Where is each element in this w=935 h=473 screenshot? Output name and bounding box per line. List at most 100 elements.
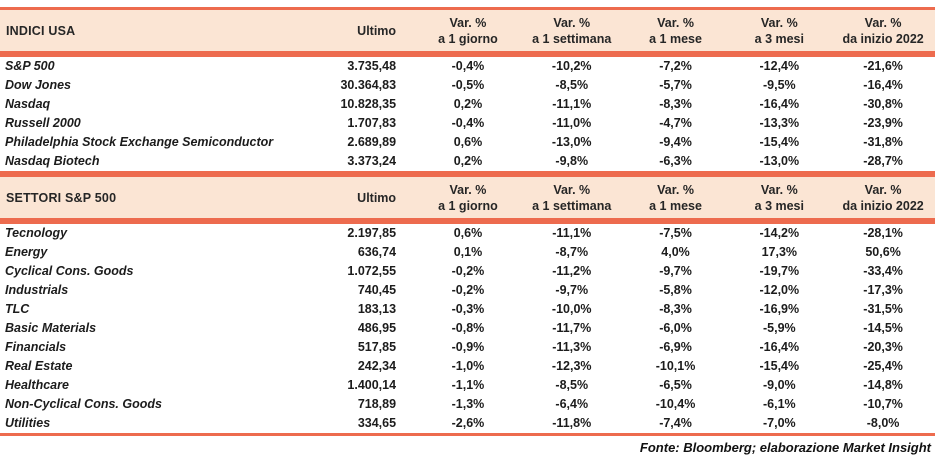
- var-label: Var. %: [449, 182, 487, 197]
- var-label: Var. %: [449, 15, 487, 30]
- row-var-1-mese: -7,2%: [659, 59, 692, 73]
- section-header-settori-sp500: SETTORI S&P 500 Ultimo Var. % a 1 giorno…: [0, 177, 935, 218]
- row-var-1-settimana: -8,5%: [555, 78, 589, 92]
- row-label: Cyclical Cons. Goods: [5, 264, 134, 278]
- table-row: Utilities 334,65 -2,6% -11,8% -7,4% -7,0…: [0, 414, 935, 433]
- row-var-1-mese: -5,7%: [659, 78, 692, 92]
- col-header-ultimo: Ultimo: [357, 23, 397, 38]
- row-var-1-settimana: -10,0%: [551, 302, 592, 316]
- row-label: Nasdaq: [5, 97, 51, 111]
- row-var-1-giorno: -0,4%: [451, 116, 485, 130]
- table-row: Real Estate 242,34 -1,0% -12,3% -10,1% -…: [0, 357, 935, 376]
- row-var-3-mesi: -9,5%: [762, 78, 796, 92]
- col-header-var-1-settimana: Var. % a 1 settimana: [520, 182, 624, 214]
- row-var-inizio-2022: -14,5%: [863, 321, 903, 335]
- table-row: Russell 2000 1.707,83 -0,4% -11,0% -4,7%…: [0, 114, 935, 133]
- row-ultimo-value: 10.828,35: [340, 97, 397, 111]
- row-var-inizio-2022: 50,6%: [865, 245, 901, 259]
- row-var-1-giorno: -1,0%: [451, 359, 485, 373]
- row-var-1-mese: -6,9%: [659, 340, 692, 354]
- row-ultimo-value: 2.197,85: [347, 226, 397, 240]
- row-ultimo-value: 636,74: [357, 245, 397, 259]
- row-var-inizio-2022: -21,6%: [863, 59, 903, 73]
- row-var-1-settimana: -11,8%: [552, 416, 592, 430]
- row-var-1-mese: -9,4%: [659, 135, 692, 149]
- var-period: a 3 mesi: [754, 198, 804, 213]
- row-var-1-mese: -7,5%: [659, 226, 692, 240]
- table-row: Non-Cyclical Cons. Goods 718,89 -1,3% -6…: [0, 395, 935, 414]
- row-var-1-mese: -8,3%: [659, 97, 692, 111]
- row-var-3-mesi: -6,1%: [762, 397, 796, 411]
- row-var-1-giorno: -2,6%: [451, 416, 485, 430]
- row-var-1-settimana: -11,1%: [552, 226, 592, 240]
- row-label: TLC: [5, 302, 30, 316]
- row-var-1-mese: -9,7%: [659, 264, 692, 278]
- row-var-1-mese: -10,1%: [655, 359, 696, 373]
- section-header-indici-usa: INDICI USA Ultimo Var. % a 1 giorno Var.…: [0, 10, 935, 51]
- row-var-inizio-2022: -10,7%: [863, 397, 903, 411]
- row-var-3-mesi: -15,4%: [759, 135, 800, 149]
- row-var-inizio-2022: -31,8%: [863, 135, 903, 149]
- row-var-3-mesi: -14,2%: [759, 226, 800, 240]
- row-ultimo-value: 242,34: [357, 359, 397, 373]
- row-label: Philadelphia Stock Exchange Semiconducto…: [5, 135, 274, 149]
- row-var-1-settimana: -13,0%: [551, 135, 592, 149]
- col-header-var-1-giorno: Var. % a 1 giorno: [416, 182, 520, 214]
- var-label: Var. %: [760, 182, 798, 197]
- var-period: a 1 giorno: [438, 198, 498, 213]
- table-row: Tecnology 2.197,85 0,6% -11,1% -7,5% -14…: [0, 224, 935, 243]
- var-period: a 1 settimana: [532, 31, 612, 46]
- row-var-3-mesi: -16,4%: [759, 97, 800, 111]
- row-ultimo-value: 183,13: [357, 302, 397, 316]
- row-var-inizio-2022: -28,1%: [863, 226, 903, 240]
- row-var-1-settimana: -10,2%: [551, 59, 592, 73]
- var-period: a 3 mesi: [754, 31, 804, 46]
- row-ultimo-value: 486,95: [357, 321, 397, 335]
- var-period: da inizio 2022: [842, 198, 924, 213]
- row-label: Industrials: [5, 283, 69, 297]
- col-header-var-1-mese: Var. % a 1 mese: [624, 182, 728, 214]
- row-var-1-settimana: -9,8%: [555, 154, 589, 168]
- table-row: Healthcare 1.400,14 -1,1% -8,5% -6,5% -9…: [0, 376, 935, 395]
- var-label: Var. %: [657, 15, 694, 30]
- var-label: Var. %: [657, 182, 694, 197]
- table-row: Industrials 740,45 -0,2% -9,7% -5,8% -12…: [0, 281, 935, 300]
- row-var-1-giorno: 0,6%: [453, 226, 483, 240]
- row-var-inizio-2022: -33,4%: [863, 264, 903, 278]
- row-var-1-giorno: -0,2%: [451, 264, 485, 278]
- row-var-inizio-2022: -16,4%: [863, 78, 903, 92]
- row-var-1-mese: -7,4%: [659, 416, 692, 430]
- table-row: Nasdaq 10.828,35 0,2% -11,1% -8,3% -16,4…: [0, 95, 935, 114]
- table-row: Energy 636,74 0,1% -8,7% 4,0% 17,3% 50,6…: [0, 243, 935, 262]
- row-var-3-mesi: -15,4%: [759, 359, 800, 373]
- row-var-inizio-2022: -17,3%: [863, 283, 903, 297]
- row-var-3-mesi: -13,0%: [759, 154, 800, 168]
- row-ultimo-value: 334,65: [357, 416, 397, 430]
- row-var-1-settimana: -6,4%: [555, 397, 589, 411]
- row-var-1-mese: -6,3%: [659, 154, 692, 168]
- row-var-1-mese: -4,7%: [659, 116, 692, 130]
- row-var-1-settimana: -11,7%: [552, 321, 592, 335]
- section-title: SETTORI S&P 500: [6, 190, 117, 205]
- row-var-3-mesi: -7,0%: [762, 416, 796, 430]
- indici-usa-rows: S&P 500 3.735,48 -0,4% -10,2% -7,2% -12,…: [0, 57, 935, 171]
- row-var-3-mesi: -13,3%: [759, 116, 800, 130]
- var-label: Var. %: [553, 182, 591, 197]
- row-var-1-giorno: -0,8%: [451, 321, 485, 335]
- table-row: Dow Jones 30.364,83 -0,5% -8,5% -5,7% -9…: [0, 76, 935, 95]
- row-var-1-settimana: -11,2%: [552, 264, 592, 278]
- row-ultimo-value: 1.400,14: [347, 378, 397, 392]
- row-var-1-settimana: -9,7%: [555, 283, 589, 297]
- col-header-var-1-mese: Var. % a 1 mese: [624, 15, 728, 47]
- row-var-inizio-2022: -14,8%: [863, 378, 903, 392]
- col-header-var-3-mesi: Var. % a 3 mesi: [727, 182, 831, 214]
- row-var-1-giorno: 0,2%: [453, 97, 483, 111]
- row-label: Healthcare: [5, 378, 69, 392]
- row-label: Financials: [5, 340, 67, 354]
- row-ultimo-value: 517,85: [357, 340, 397, 354]
- row-var-1-mese: -10,4%: [655, 397, 696, 411]
- double-divider: [0, 51, 935, 57]
- row-label: Russell 2000: [5, 116, 81, 130]
- row-var-3-mesi: 17,3%: [761, 245, 798, 259]
